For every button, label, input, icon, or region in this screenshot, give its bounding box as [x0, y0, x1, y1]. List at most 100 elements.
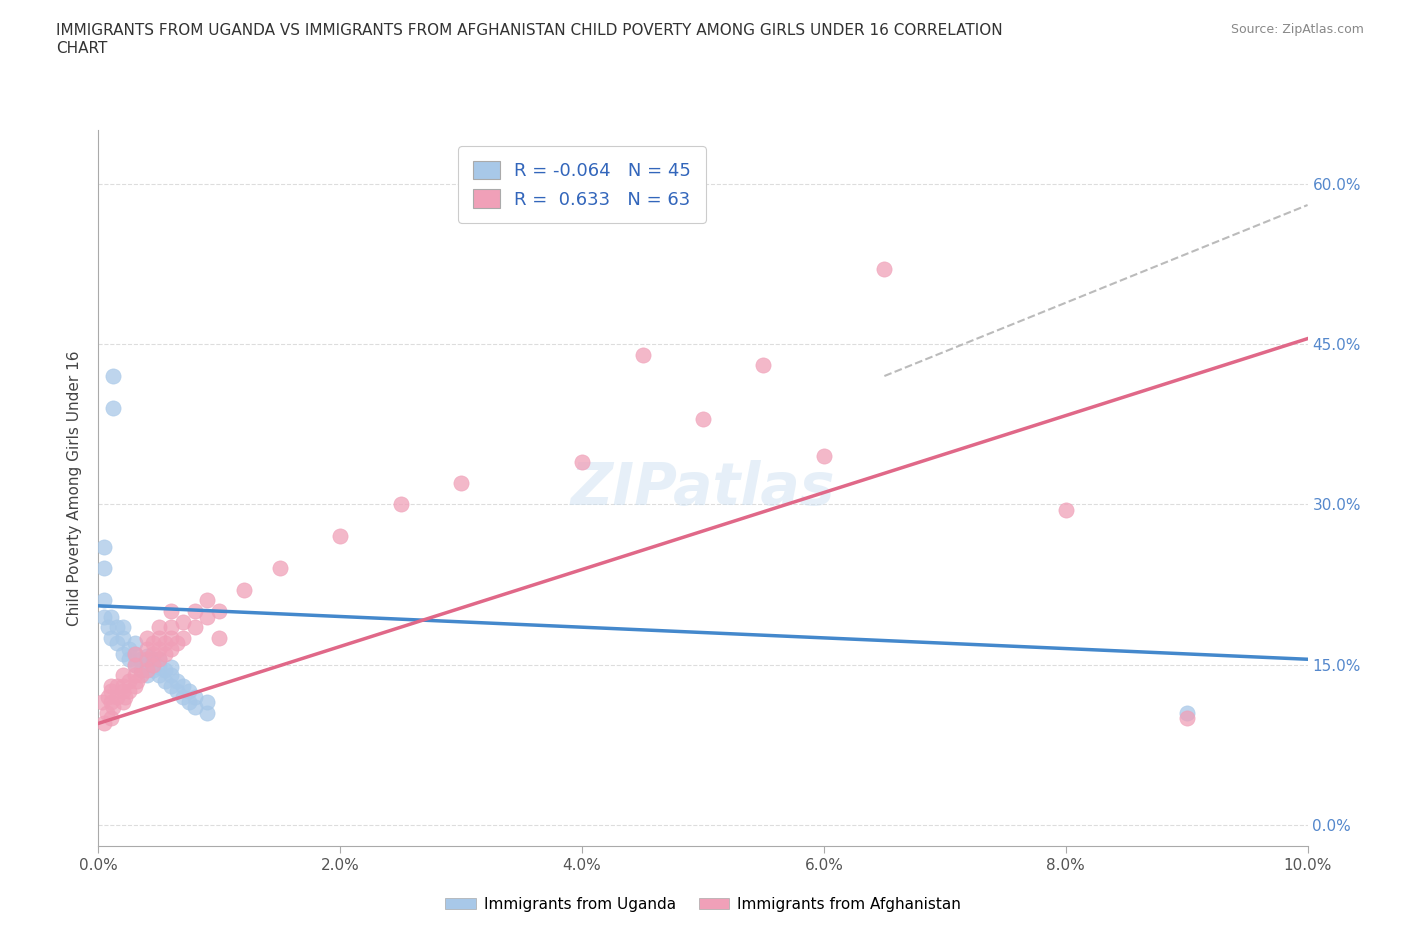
Point [153, 673, 176, 688]
Point [97, 689, 120, 704]
Point [118, 641, 141, 656]
Point [135, 668, 157, 683]
Text: ZIPatlas: ZIPatlas [571, 459, 835, 517]
Point [148, 641, 170, 656]
Text: IMMIGRANTS FROM UGANDA VS IMMIGRANTS FROM AFGHANISTAN CHILD POVERTY AMONG GIRLS : IMMIGRANTS FROM UGANDA VS IMMIGRANTS FRO… [56, 23, 1002, 56]
Point [135, 641, 157, 656]
Point [105, 679, 128, 694]
Point [166, 636, 188, 651]
Point [100, 609, 122, 624]
Legend: R = -0.064   N = 45, R =  0.633   N = 63: R = -0.064 N = 45, R = 0.633 N = 63 [458, 146, 706, 223]
Point [179, 695, 201, 710]
Point [195, 695, 218, 710]
Point [100, 695, 122, 710]
Point [172, 631, 194, 645]
Point [111, 679, 134, 694]
Point [166, 673, 188, 688]
Point [124, 646, 146, 661]
Point [129, 652, 152, 667]
Point [100, 711, 122, 725]
Point [631, 347, 654, 362]
Point [692, 411, 714, 426]
Point [208, 631, 231, 645]
Point [160, 659, 183, 674]
Point [172, 689, 194, 704]
Point [450, 475, 472, 490]
Point [148, 659, 170, 674]
Point [873, 261, 896, 276]
Point [148, 631, 170, 645]
Point [111, 619, 134, 634]
Point [111, 631, 134, 645]
Point [232, 582, 254, 597]
Point [142, 646, 165, 661]
Point [124, 658, 146, 672]
Point [111, 684, 134, 698]
Y-axis label: Child Poverty Among Girls Under 16: Child Poverty Among Girls Under 16 [67, 351, 83, 626]
Point [101, 368, 124, 383]
Point [195, 593, 218, 608]
Point [114, 689, 136, 704]
Point [166, 684, 188, 698]
Point [142, 658, 165, 672]
Point [105, 619, 128, 634]
Point [124, 679, 146, 694]
Point [118, 684, 141, 698]
Point [184, 700, 207, 715]
Point [142, 636, 165, 651]
Point [142, 652, 165, 667]
Point [148, 668, 170, 683]
Point [184, 604, 207, 618]
Point [135, 658, 157, 672]
Point [97, 619, 120, 634]
Point [172, 615, 194, 630]
Point [184, 619, 207, 634]
Point [96, 705, 118, 720]
Point [129, 668, 152, 683]
Point [1054, 502, 1077, 517]
Legend: Immigrants from Uganda, Immigrants from Afghanistan: Immigrants from Uganda, Immigrants from … [439, 891, 967, 918]
Point [101, 700, 124, 715]
Point [100, 631, 122, 645]
Point [184, 689, 207, 704]
Point [127, 673, 149, 688]
Point [118, 673, 141, 688]
Point [160, 619, 183, 634]
Point [160, 631, 183, 645]
Point [105, 689, 128, 704]
Point [389, 497, 412, 512]
Point [111, 668, 134, 683]
Point [148, 652, 170, 667]
Point [160, 604, 183, 618]
Point [142, 662, 165, 677]
Point [172, 679, 194, 694]
Point [111, 646, 134, 661]
Point [91, 695, 114, 710]
Point [160, 679, 183, 694]
Point [135, 662, 157, 677]
Point [101, 401, 124, 416]
Point [124, 646, 146, 661]
Point [93, 561, 115, 576]
Point [571, 454, 593, 469]
Point [93, 593, 115, 608]
Point [195, 609, 218, 624]
Point [269, 561, 291, 576]
Point [100, 679, 122, 694]
Point [153, 662, 176, 677]
Point [153, 646, 176, 661]
Point [111, 695, 134, 710]
Point [93, 539, 115, 554]
Point [160, 641, 183, 656]
Point [813, 449, 835, 464]
Point [93, 716, 115, 731]
Point [1175, 711, 1198, 725]
Text: Source: ZipAtlas.com: Source: ZipAtlas.com [1230, 23, 1364, 36]
Point [148, 619, 170, 634]
Point [208, 604, 231, 618]
Point [124, 636, 146, 651]
Point [1175, 705, 1198, 720]
Point [105, 636, 128, 651]
Point [329, 529, 352, 544]
Point [93, 609, 115, 624]
